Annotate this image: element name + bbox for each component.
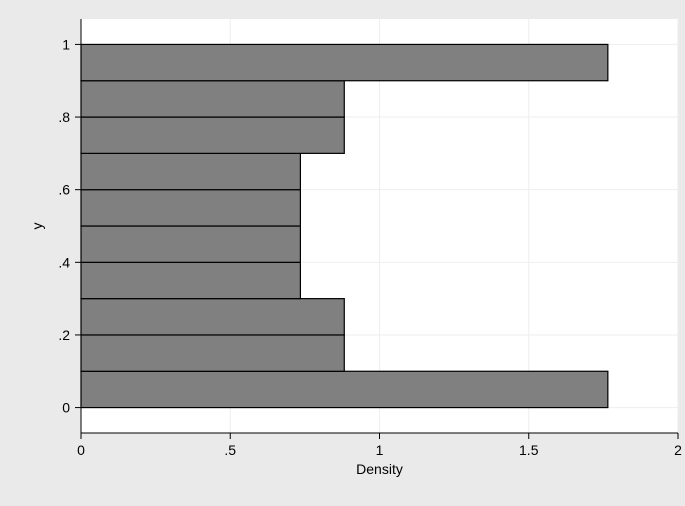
y-axis-title: y (29, 223, 45, 230)
bars (80, 43, 609, 409)
y-tick-label: .4 (58, 254, 70, 270)
y-tick-label: .6 (58, 182, 70, 198)
y-axis-ticks: 0 .2 .4 .6 .8 1 (58, 36, 81, 416)
y-tick-label: 0 (62, 400, 70, 416)
x-tick-label: .5 (224, 442, 236, 458)
y-tick-label: .2 (58, 327, 70, 343)
histogram-bar (80, 298, 345, 336)
histogram-bar (80, 370, 609, 409)
histogram-bar (80, 334, 345, 372)
y-tick-label: .8 (58, 109, 70, 125)
x-tick-label: 0 (77, 442, 85, 458)
x-tick-label: 1 (376, 442, 384, 458)
histogram-bar (80, 116, 345, 154)
histogram-bar (80, 225, 301, 263)
histogram-bar (80, 261, 301, 300)
histogram-bar (80, 152, 301, 191)
histogram-bar (80, 80, 345, 118)
x-axis-ticks: 0 .5 1 1.5 2 (77, 433, 682, 458)
x-tick-label: 1.5 (519, 442, 539, 458)
x-axis-title: Density (356, 461, 403, 477)
histogram-bar (80, 189, 301, 227)
x-tick-label: 2 (674, 442, 682, 458)
histogram-bar (80, 43, 609, 82)
y-tick-label: 1 (62, 36, 70, 52)
